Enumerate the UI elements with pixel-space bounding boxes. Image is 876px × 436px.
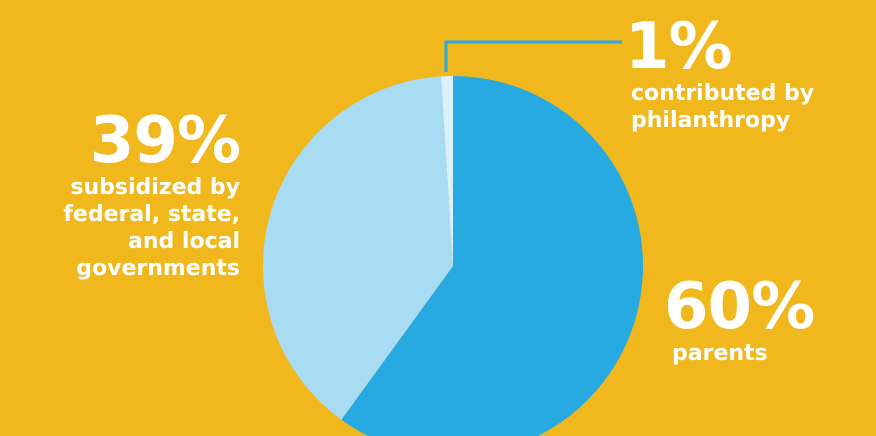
pie-slice-government bbox=[262, 76, 453, 420]
label-philanthropy-percent: 1% bbox=[625, 10, 733, 84]
label-philanthropy-description: contributed by philanthropy bbox=[631, 81, 815, 133]
label-parents-percent: 60% bbox=[664, 270, 815, 344]
label-parents: 60% parents bbox=[664, 274, 864, 367]
label-government: 39% subsidized by federal, state, and loca… bbox=[0, 104, 241, 282]
pie-slice-philanthropy bbox=[441, 75, 453, 266]
pie-slice-parents bbox=[341, 76, 643, 436]
label-parents-description: parents bbox=[672, 341, 768, 366]
label-philanthropy: 1% contributed by philanthropy bbox=[625, 14, 876, 134]
leader-line bbox=[444, 40, 622, 72]
label-government-percent: 39% bbox=[89, 104, 241, 178]
label-government-description: subsidized by federal, state, and local gov… bbox=[63, 175, 240, 281]
